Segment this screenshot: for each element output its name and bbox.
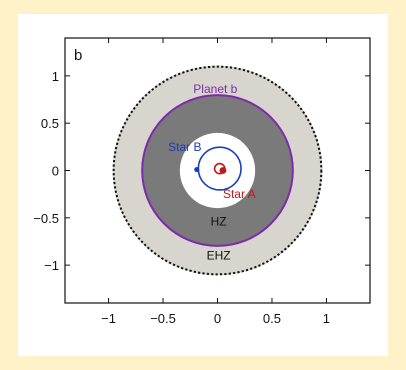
regions-layer <box>112 65 323 276</box>
x-tick-label: 0 <box>214 311 221 326</box>
x-tick-label: 1 <box>323 311 330 326</box>
x-tick-label: −1 <box>101 311 116 326</box>
ehz-label: EHZ <box>207 249 231 263</box>
inner-clear-zone <box>179 132 256 209</box>
x-tick-label: −0.5 <box>150 311 176 326</box>
y-tick-label: 0 <box>52 164 59 179</box>
y-tick-label: −0.5 <box>33 211 59 226</box>
y-tick-label: 1 <box>52 69 59 84</box>
planet-b-orbit <box>141 94 294 247</box>
region-labels: Planet b Star B Star A HZ EHZ <box>168 82 255 263</box>
ehz-dashed-edge <box>112 65 323 276</box>
star-a-point <box>219 167 227 174</box>
y-tick-label: −1 <box>44 258 59 273</box>
hz-label: HZ <box>211 215 227 229</box>
y-axis: 1 0.5 0 −0.5 −1 <box>33 69 370 273</box>
planet-b-label: Planet b <box>193 82 237 96</box>
orbits-layer <box>141 94 294 247</box>
star-b-point <box>194 166 200 173</box>
x-tick-label: 0.5 <box>263 311 281 326</box>
star-a-label: Star A <box>223 187 256 201</box>
x-axis: −1 −0.5 0 0.5 1 <box>101 38 330 326</box>
panel-label: b <box>74 47 82 64</box>
y-tick-label: 0.5 <box>41 116 59 131</box>
star-b-label: Star B <box>168 140 201 154</box>
